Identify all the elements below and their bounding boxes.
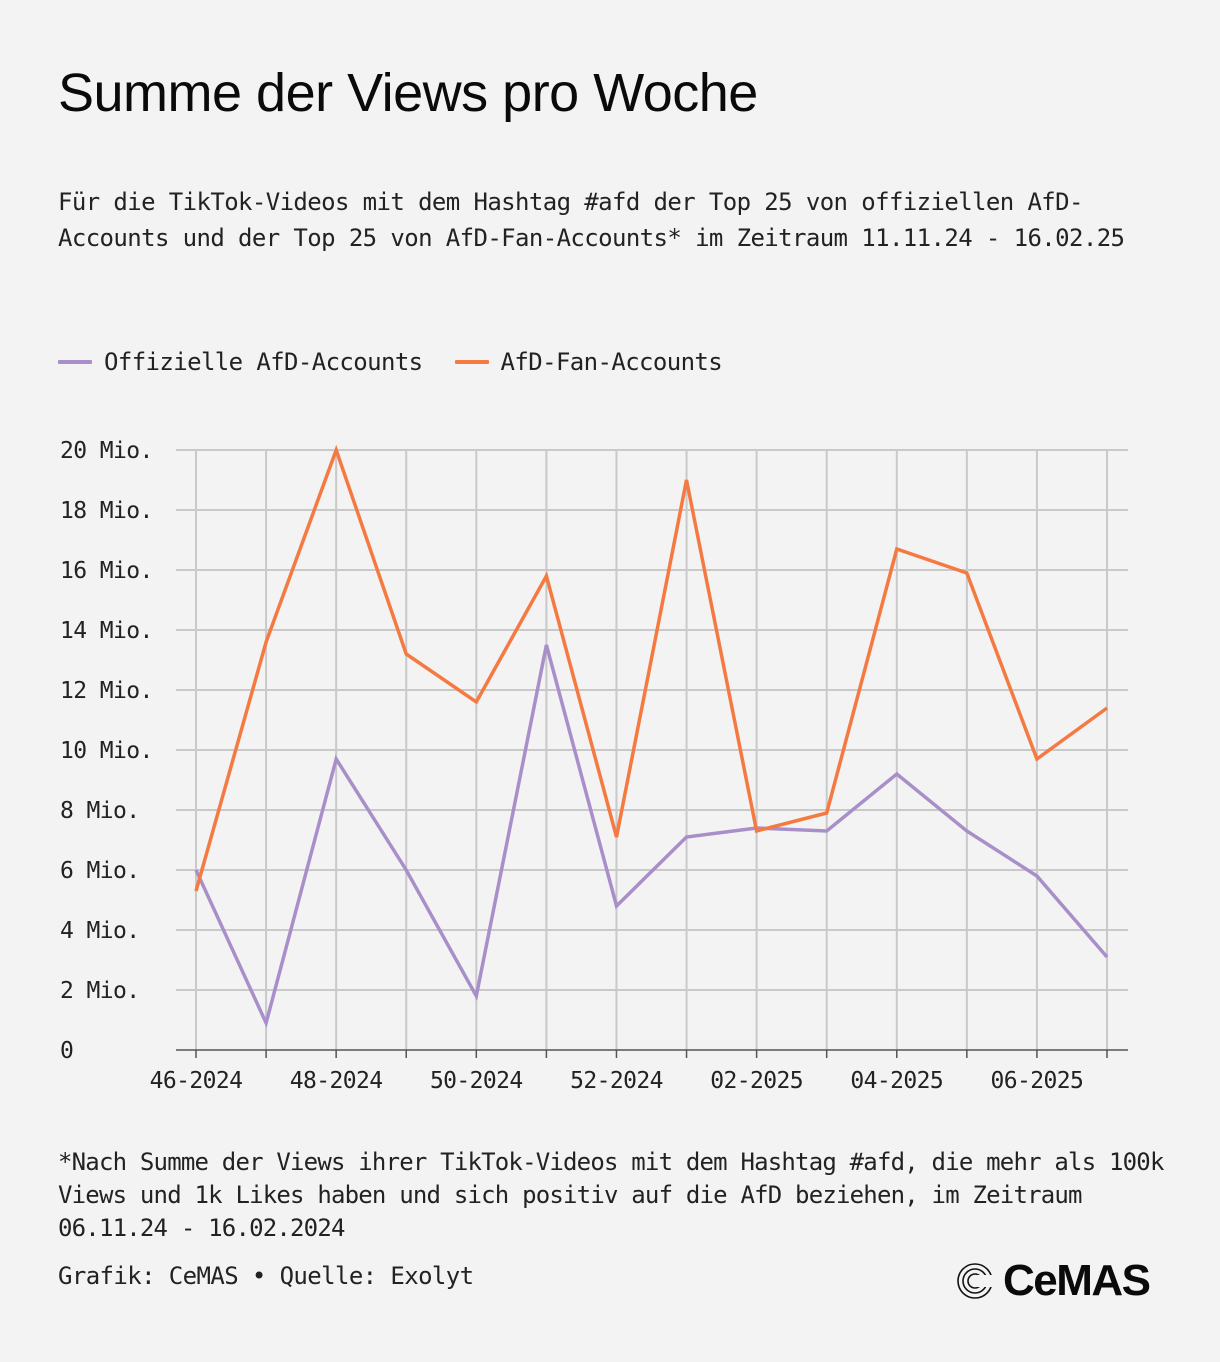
chart-subtitle: Für die TikTok-Videos mit dem Hashtag #a… [58,188,1125,252]
x-tick-label: 04-2025 [850,1068,943,1094]
y-tick-label: 4 Mio. [60,918,139,944]
x-tick-label: 46-2024 [150,1068,243,1094]
y-tick-label: 10 Mio. [60,738,153,764]
credit-line: Grafik: CeMAS • Quelle: Exolyt [58,1262,474,1290]
x-tick-label: 06-2025 [991,1068,1084,1094]
series-line-official [194,644,1109,1029]
cemas-logo: CeMAS [955,1256,1151,1306]
x-tick-label: 52-2024 [570,1068,663,1094]
y-tick-label: 2 Mio. [60,978,139,1004]
y-tick-label: 20 Mio. [60,438,153,464]
x-tick-label: 02-2025 [710,1068,803,1094]
y-tick-label: 18 Mio. [60,498,153,524]
legend: Offizielle AfD-Accounts AfD-Fan-Accounts [58,348,754,376]
x-tick-label: 48-2024 [290,1068,383,1094]
legend-item-official: Offizielle AfD-Accounts [58,348,423,376]
series-line-fan [194,444,1109,892]
x-tick-label: 50-2024 [430,1068,523,1094]
legend-item-fan: AfD-Fan-Accounts [454,348,723,376]
y-tick-label: 16 Mio. [60,558,153,584]
legend-label-fan: AfD-Fan-Accounts [500,348,723,376]
legend-label-official: Offizielle AfD-Accounts [104,348,423,376]
chart-title: Summe der Views pro Woche [58,63,758,123]
legend-swatch-fan [454,360,489,364]
y-tick-label: 6 Mio. [60,858,139,884]
y-tick-label: 0 [60,1038,73,1064]
cemas-logo-icon [957,1263,995,1299]
y-tick-label: 8 Mio. [60,798,139,824]
footnote: *Nach Summe der Views ihrer TikTok-Video… [58,1148,1164,1242]
y-tick-label: 14 Mio. [60,618,153,644]
y-tick-label: 12 Mio. [60,678,153,704]
legend-swatch-official [58,360,92,364]
cemas-logo-text: CeMAS [1003,1256,1151,1305]
